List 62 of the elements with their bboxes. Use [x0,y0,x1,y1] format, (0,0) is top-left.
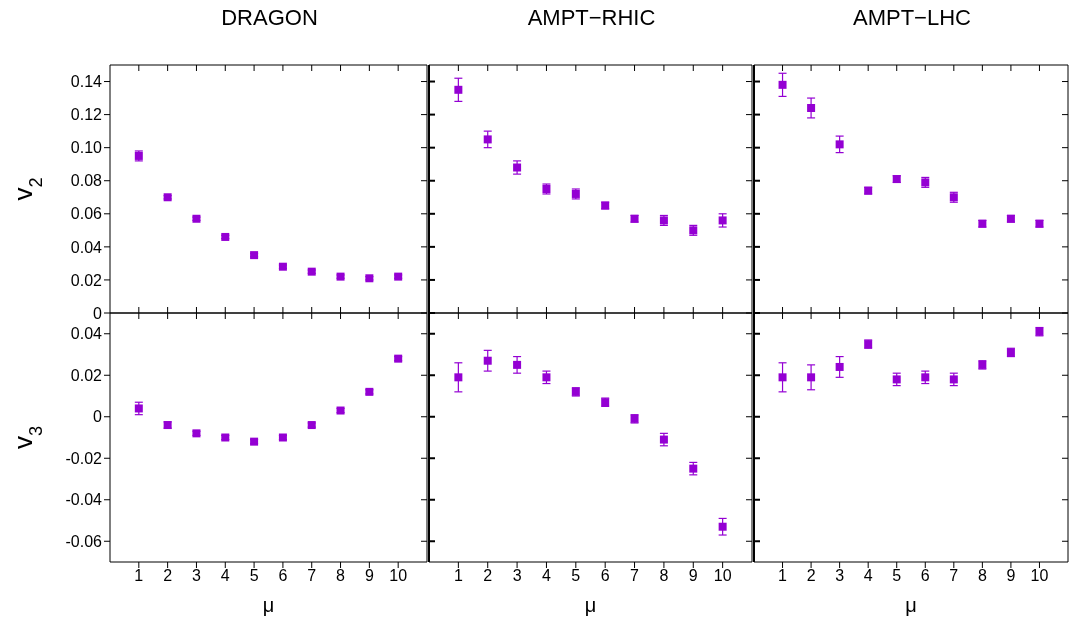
x-tick-label: 5 [571,567,581,585]
x-tick-label: 8 [659,567,669,585]
point [778,373,787,382]
x-tick-label: 9 [688,567,698,585]
y-tick-label: 0 [93,304,103,322]
y-tick-label: 0 [93,408,103,426]
y-tick-label: 0.06 [70,205,103,223]
x-tick-label: 10 [389,567,408,585]
x-tick-label: 5 [249,567,259,585]
x-tick-label: 3 [192,567,201,585]
y-tick-label: 0.10 [70,139,103,157]
x-tick-label: 2 [163,567,173,585]
x-tick-label: 2 [483,567,493,585]
x-tick-label: 1 [453,567,463,585]
x-tick-label: 7 [307,567,317,585]
x-tick-label: 2 [806,567,816,585]
chart-title: DRAGON [220,5,319,31]
y-tick-label: 0.04 [70,238,103,256]
x-tick-label: 10 [1030,567,1049,585]
point [483,356,492,365]
y-tick-label: -0.06 [65,532,103,550]
x-tick-label: 8 [336,567,346,585]
x-tick-label: 9 [364,567,374,585]
x-tick-label: 1 [134,567,144,585]
x-tick-label: 8 [977,567,987,585]
y-tick-label: 0.04 [70,325,103,343]
x-tick-label: 6 [278,567,288,585]
x-tick-label: 7 [949,567,959,585]
x-tick-label: 4 [220,567,230,585]
y-tick-label: 0.12 [70,106,103,124]
point [454,85,463,94]
point [835,140,844,149]
y-tick-label: -0.02 [65,449,103,467]
chart-title: AMPT−RHIC [526,5,657,31]
x-tick-label: 9 [1006,567,1016,585]
x-tick-label: 1 [778,567,788,585]
y-tick-label: 0.14 [70,73,103,91]
point [778,80,787,89]
x-tick-label: 4 [863,567,873,585]
point [835,362,844,371]
point [807,103,816,112]
y-tick-label: 0.02 [70,366,103,384]
x-tick-label: 3 [512,567,522,585]
point [483,135,492,144]
x-tick-label: 7 [630,567,640,585]
point [513,360,522,369]
point [718,522,727,531]
x-tick-label: 6 [920,567,930,585]
y-tick-label: 0.02 [70,271,103,289]
x-tick-label: 6 [600,567,610,585]
x-tick-label: 4 [542,567,551,585]
point [807,373,816,382]
y-tick-label: -0.04 [65,491,103,509]
x-axis-title: μ [262,594,275,616]
x-tick-label: 5 [892,567,902,585]
x-tick-label: 3 [835,567,845,585]
x-axis-title: μ [584,594,597,616]
chart-title: AMPT−LHC [852,5,972,31]
x-axis-title: μ [905,594,917,616]
y-tick-label: 0.08 [70,172,103,190]
point [454,373,463,382]
x-tick-label: 10 [713,567,732,585]
